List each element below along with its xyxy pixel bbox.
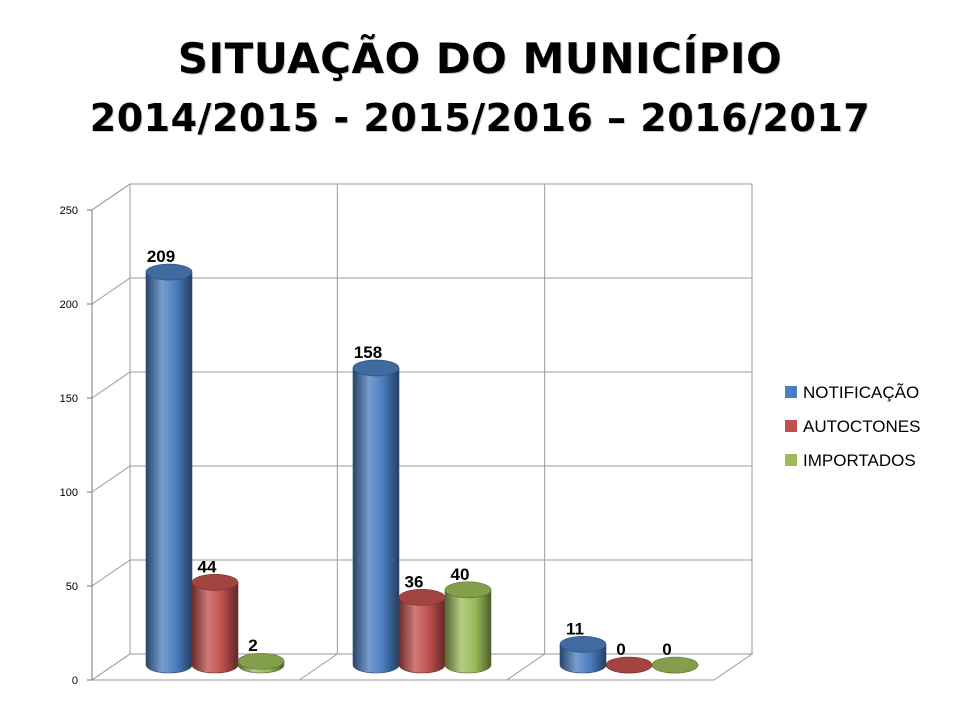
bar-top bbox=[237, 652, 285, 670]
data-label: 0 bbox=[662, 640, 671, 659]
legend-swatch bbox=[785, 386, 797, 398]
data-label: 158 bbox=[354, 343, 382, 362]
bar-top bbox=[352, 359, 400, 377]
bar bbox=[352, 359, 400, 674]
legend-item: NOTIFICAÇÃO bbox=[785, 383, 919, 402]
category-divider-floor bbox=[299, 653, 338, 681]
bar-top bbox=[145, 263, 193, 281]
category-divider-floor bbox=[506, 653, 545, 681]
gridlines bbox=[91, 183, 752, 681]
data-label: 11 bbox=[566, 619, 584, 638]
bar bbox=[398, 589, 446, 674]
bar-top bbox=[444, 581, 492, 599]
data-labels: 209 158 11 44 36 0 2 40 0 bbox=[147, 247, 672, 659]
legend-label: AUTOCTONES bbox=[803, 417, 920, 436]
bars bbox=[145, 263, 699, 674]
y-tick-label: 50 bbox=[66, 581, 78, 593]
bar-body bbox=[398, 597, 446, 674]
y-tick-label: 200 bbox=[60, 299, 78, 311]
bar bbox=[145, 263, 193, 674]
bar bbox=[191, 573, 239, 674]
legend-swatch bbox=[785, 420, 797, 432]
gridline-side bbox=[91, 559, 131, 587]
bar bbox=[605, 656, 653, 674]
data-label: 44 bbox=[198, 557, 217, 576]
bar-body bbox=[352, 367, 400, 674]
gridline-side bbox=[91, 183, 131, 211]
y-tick-label: 150 bbox=[60, 393, 78, 405]
legend-item: IMPORTADOS bbox=[785, 451, 916, 470]
data-label: 2 bbox=[248, 636, 257, 655]
legend-label: NOTIFICAÇÃO bbox=[803, 383, 919, 402]
y-tick-label: 100 bbox=[60, 487, 78, 499]
legend-label: IMPORTADOS bbox=[803, 451, 916, 470]
bar bbox=[237, 652, 285, 674]
y-axis: 0 50 100 150 200 250 bbox=[60, 205, 93, 687]
bar-body bbox=[145, 271, 193, 674]
chart-title: SITUAÇÃO DO MUNICÍPIO bbox=[177, 34, 783, 83]
legend-swatch bbox=[785, 454, 797, 466]
data-label: 36 bbox=[405, 572, 424, 591]
bar-top bbox=[651, 656, 699, 674]
data-label: 209 bbox=[147, 247, 175, 266]
chart-subtitle: 2014/2015 - 2015/2016 – 2016/2017 bbox=[89, 96, 871, 140]
legend-item: AUTOCTONES bbox=[785, 417, 920, 436]
y-tick-label: 0 bbox=[72, 675, 78, 687]
gridline-side bbox=[91, 465, 131, 493]
bar-top bbox=[605, 656, 653, 674]
chart-walls bbox=[90, 183, 754, 681]
bar bbox=[559, 636, 607, 674]
bar-top bbox=[398, 589, 446, 606]
gridline-side bbox=[91, 277, 131, 305]
bar bbox=[651, 656, 699, 674]
bar-top bbox=[191, 573, 239, 591]
bar bbox=[444, 581, 492, 674]
side-wall bbox=[91, 183, 131, 681]
data-label: 0 bbox=[616, 640, 625, 659]
y-tick-label: 250 bbox=[60, 205, 78, 217]
bar-top bbox=[559, 636, 607, 653]
gridline-side bbox=[91, 371, 131, 399]
legend: NOTIFICAÇÃO AUTOCTONES IMPORTADOS bbox=[785, 383, 920, 470]
bar-body bbox=[444, 589, 492, 674]
bar-body bbox=[191, 581, 239, 674]
data-label: 40 bbox=[451, 565, 470, 584]
